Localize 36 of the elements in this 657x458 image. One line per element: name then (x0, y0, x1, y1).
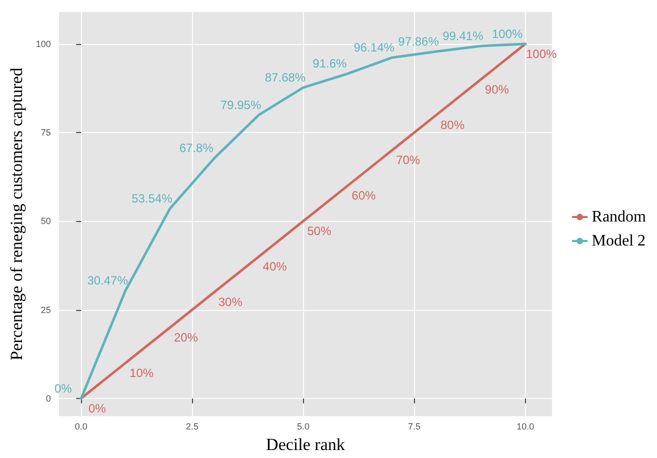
data-label: 60% (352, 188, 376, 203)
data-label: 90% (484, 82, 510, 96)
data-label: 91.6% (312, 56, 347, 71)
data-label: 100% (492, 26, 524, 41)
legend-label: Model 2 (592, 232, 646, 250)
data-label: 70% (396, 153, 420, 168)
x-tick-label: 5.0 (296, 422, 310, 432)
data-label: 50% (307, 224, 332, 238)
data-label: 96.14% (354, 40, 395, 55)
data-label: 87.68% (264, 70, 306, 85)
data-label: 100% (526, 46, 558, 61)
x-tick-label: 7.5 (408, 422, 421, 432)
y-tick-label: 25 (40, 304, 51, 315)
data-label: 20% (174, 330, 198, 344)
data-label: 30% (218, 295, 243, 310)
data-label: 10% (130, 366, 154, 380)
y-tick-label: 75 (40, 128, 51, 138)
data-label: 30.47% (87, 273, 128, 288)
data-label: 97.86% (398, 34, 440, 48)
data-label: 80% (440, 118, 465, 132)
data-label: 99.41% (442, 28, 484, 43)
legend-label: Random (592, 208, 647, 226)
data-label: 67.8% (179, 141, 214, 156)
y-tick-label: 0 (46, 393, 51, 404)
y-tick-label: 50 (40, 216, 51, 226)
x-axis-title: Decile rank (266, 435, 346, 454)
x-tick-label: 2.5 (186, 422, 198, 432)
data-label: 53.54% (132, 192, 173, 206)
y-tick-label: 100 (36, 38, 51, 49)
y-axis-title: Percentage of reneging customers captured (7, 67, 26, 360)
data-label: 0% (54, 381, 72, 396)
data-label: 0% (88, 401, 106, 416)
data-label: 40% (262, 260, 288, 274)
x-tick-label: 0.0 (74, 422, 88, 432)
x-tick-label: 10.0 (516, 422, 534, 432)
data-label: 79.95% (220, 98, 262, 112)
